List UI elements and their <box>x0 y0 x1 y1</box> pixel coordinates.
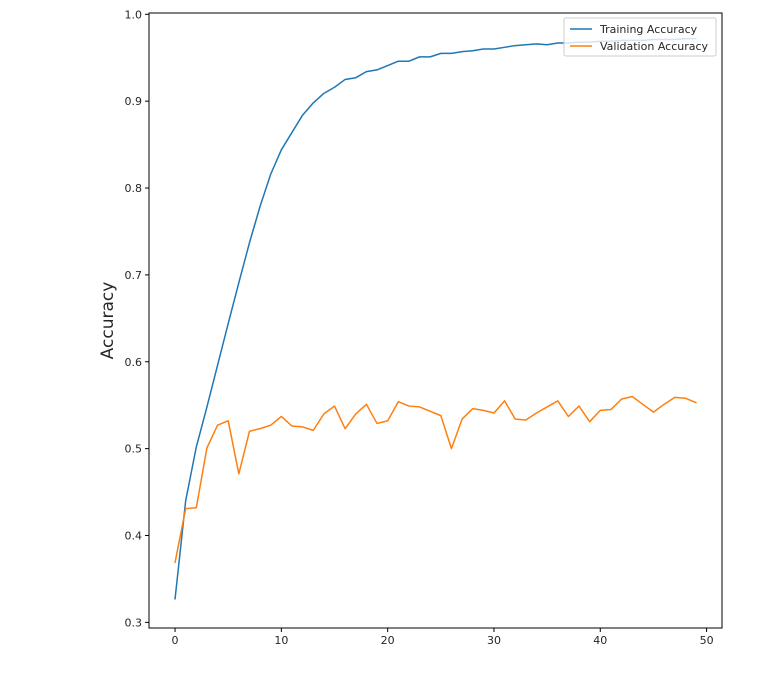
legend-box <box>563 17 717 57</box>
y-tick-label: 0.3 <box>125 616 143 629</box>
x-tick-label: 50 <box>700 634 714 647</box>
y-axis-title: Accuracy <box>98 282 118 360</box>
y-tick-label: 0.6 <box>125 356 143 369</box>
x-tick-label: 10 <box>274 634 288 647</box>
y-tick-label: 0.4 <box>125 529 143 542</box>
y-tick-label: 0.7 <box>125 269 143 282</box>
validation-accuracy-line <box>174 395 697 564</box>
legend-label: Training Accuracy <box>599 23 698 36</box>
x-tick-label: 30 <box>487 634 501 647</box>
plot-area-frame <box>148 12 723 629</box>
x-tick-label: 40 <box>593 634 607 647</box>
y-axis-ticks: 0.3 0.4 0.5 0.6 0.7 0.8 0.9 1.0 <box>125 8 149 629</box>
y-tick-label: 0.8 <box>125 182 143 195</box>
chart-legend: Training Accuracy Validation Accuracy <box>563 17 717 57</box>
y-tick-label: 1.0 <box>125 8 143 21</box>
x-axis-ticks: 0 10 20 30 40 50 <box>172 628 714 647</box>
x-tick-label: 20 <box>381 634 395 647</box>
legend-label: Validation Accuracy <box>600 40 709 53</box>
x-tick-label: 0 <box>172 634 179 647</box>
y-tick-label: 0.9 <box>125 95 143 108</box>
y-tick-label: 0.5 <box>125 443 143 456</box>
